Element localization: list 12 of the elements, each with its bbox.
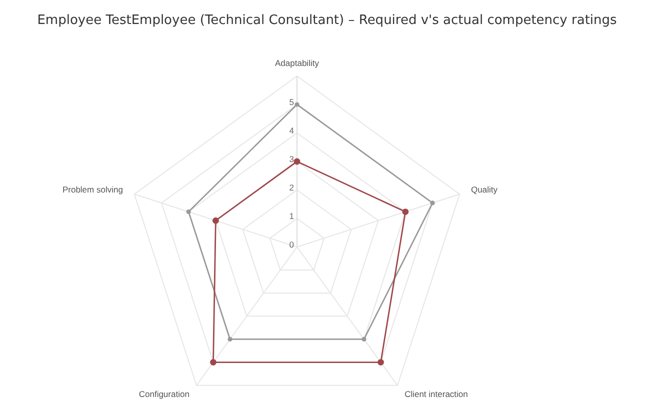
chart-title: Employee TestEmployee (Technical Consultant) – Required v's actual competency ratings (37, 12, 618, 28)
y-tick-label: 3 (289, 154, 294, 164)
spoke-label: Quality (471, 184, 498, 195)
y-tick-label: 4 (289, 125, 294, 136)
spoke-label: Client interaction (404, 389, 468, 400)
y-tick-label: 0 (289, 239, 294, 250)
spoke-label: Configuration (138, 389, 190, 400)
spoke-label: Problem solving (62, 184, 124, 195)
spoke-label: Adaptability (275, 58, 320, 68)
y-tick-label: 2 (289, 182, 294, 192)
y-tick-label: 1 (289, 210, 294, 221)
y-tick-label: 5 (289, 96, 294, 107)
